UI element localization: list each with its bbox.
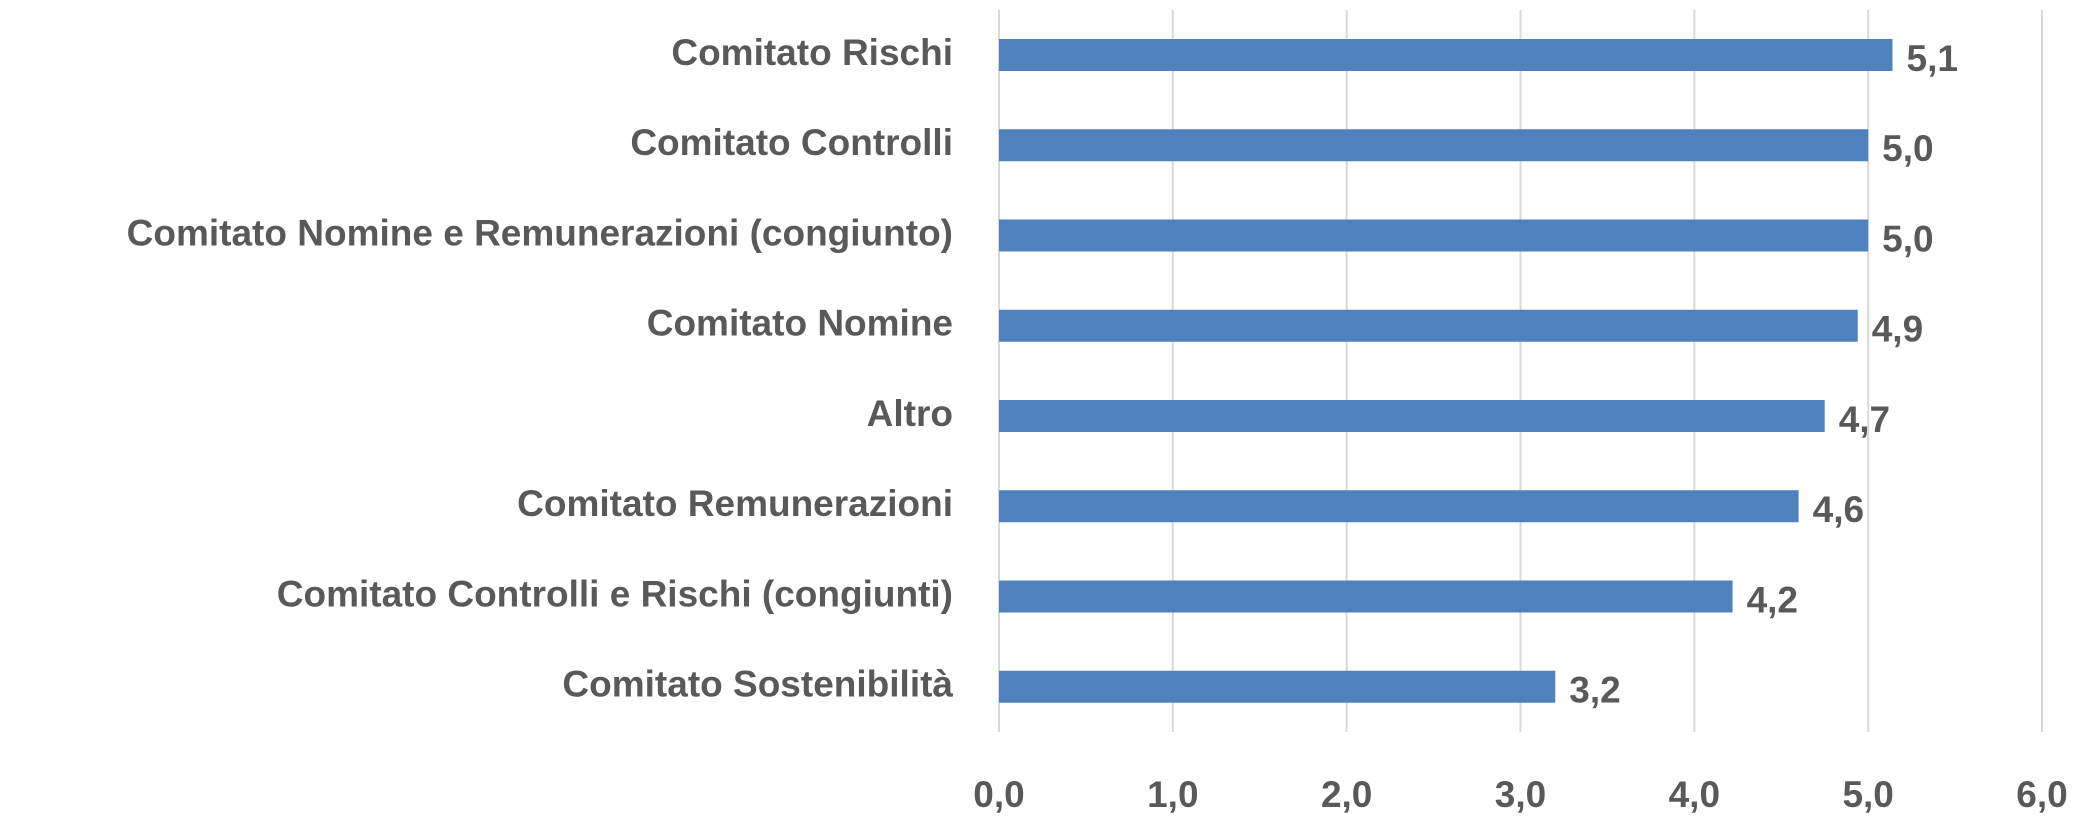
data-label: 5,1 (1907, 38, 1958, 79)
y-tick-label: Comitato Remunerazioni (517, 483, 953, 524)
bar (999, 490, 1799, 523)
data-label: 4,7 (1839, 399, 1890, 440)
bar (999, 129, 1869, 162)
bar (999, 400, 1825, 432)
bar (999, 580, 1733, 613)
x-tick-label: 6,0 (2016, 774, 2067, 815)
bar (999, 670, 1556, 703)
x-tick-label: 3,0 (1495, 774, 1546, 815)
y-tick-label: Comitato Rischi (671, 32, 953, 73)
y-tick-label: Comitato Nomine (647, 303, 953, 344)
x-tick-label: 1,0 (1147, 774, 1198, 815)
data-label: 3,2 (1569, 670, 1620, 711)
y-tick-label: Comitato Controlli e Rischi (congiunti) (277, 573, 953, 614)
bar (999, 219, 1869, 252)
y-tick-label: Altro (867, 393, 953, 434)
y-tick-label: Comitato Sostenibilità (562, 664, 953, 705)
data-label: 4,9 (1872, 309, 1923, 350)
x-tick-label: 0,0 (973, 774, 1024, 815)
x-tick-label: 4,0 (1669, 774, 1720, 815)
x-tick-label: 2,0 (1321, 774, 1372, 815)
bar (999, 39, 1893, 71)
data-label: 4,6 (1813, 489, 1864, 530)
x-tick-label: 5,0 (1842, 774, 1893, 815)
data-label: 5,0 (1882, 218, 1933, 259)
bar (999, 309, 1858, 342)
data-label: 5,0 (1882, 128, 1933, 169)
y-tick-label: Comitato Nomine e Remunerazioni (congiun… (127, 212, 953, 253)
data-label: 4,2 (1747, 579, 1798, 620)
y-tick-label: Comitato Controlli (630, 122, 953, 163)
